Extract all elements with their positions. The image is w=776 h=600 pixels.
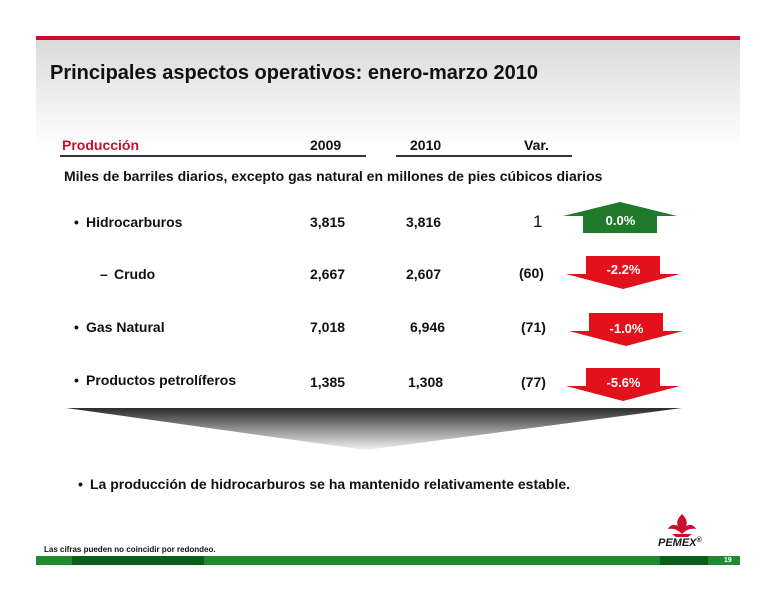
footer-bar: [36, 556, 740, 565]
down-arrow-icon: [569, 313, 683, 346]
row-label-productos-petroliferos: • Productos petrolíferos: [74, 372, 236, 388]
row-label-gas-natural: • Gas Natural: [74, 319, 165, 335]
row-label-text: Gas Natural: [86, 319, 165, 335]
variation-value: (71): [521, 319, 546, 335]
footer-accent: [660, 556, 708, 565]
value-2010: 1,308: [408, 374, 444, 390]
pemex-logo-mark: [654, 512, 710, 543]
header-2009: 2009: [310, 137, 342, 153]
header-production: Producción: [62, 137, 140, 153]
value-2010: 6,946: [410, 319, 446, 335]
header-gradient: [36, 40, 740, 150]
down-arrow-icon: [566, 368, 680, 401]
value-2009: 1,385: [310, 374, 346, 390]
row-label-text: Crudo: [114, 266, 156, 282]
change-badge-down: -1.0%: [569, 313, 684, 347]
bullet: •: [74, 319, 79, 335]
up-arrow-icon: [563, 202, 677, 233]
value-2009: 7,018: [310, 319, 346, 335]
value-2009: 3,815: [310, 214, 346, 230]
units-subtitle: Miles de barriles diarios, excepto gas n…: [64, 168, 603, 184]
header-2010: 2010: [410, 137, 442, 153]
change-percent: -2.2%: [606, 262, 641, 277]
change-percent: -5.6%: [606, 375, 641, 390]
bullet: •: [78, 476, 83, 492]
variation-value: 1: [533, 212, 543, 231]
conclusion-text: • La producción de hidrocarburos se ha ma…: [78, 476, 570, 492]
pemex-logo-text: PEMEX®: [658, 537, 702, 549]
slide-title: Principales aspectos operativos: enero-m…: [50, 62, 538, 84]
pemex-eagle-icon: [668, 514, 696, 537]
page-number: 19: [724, 557, 732, 564]
variation-value: (60): [519, 265, 544, 281]
header-underline: [60, 155, 366, 157]
row-label-text: Productos petrolíferos: [86, 372, 237, 388]
logo-wordmark: PEMEX: [658, 537, 697, 549]
variation-value: (77): [521, 374, 546, 390]
funnel-arrow-icon: [66, 408, 682, 450]
value-2010: 3,816: [406, 214, 442, 230]
bullet: •: [74, 372, 79, 388]
bullet: •: [74, 214, 79, 230]
header-underline: [396, 155, 572, 157]
down-arrow-icon: [566, 256, 680, 289]
value-2009: 2,667: [310, 266, 346, 282]
footnote: Las cifras pueden no coincidir por redon…: [44, 545, 216, 554]
conclusion-sentence: La producción de hidrocarburos se ha man…: [90, 476, 571, 492]
change-percent: -1.0%: [609, 321, 644, 336]
change-badge-up: 0.0%: [563, 202, 678, 234]
change-percent: 0.0%: [605, 213, 636, 228]
change-badge-down: -2.2%: [566, 256, 681, 290]
change-badge-down: -5.6%: [566, 368, 681, 402]
header-variation: Var.: [524, 137, 549, 153]
footer-accent: [72, 556, 204, 565]
summary-funnel-arrow: [66, 408, 682, 455]
value-2010: 2,607: [406, 266, 442, 282]
row-label-crudo: – Crudo: [100, 266, 155, 282]
top-red-line: [36, 36, 740, 40]
registered-mark: ®: [696, 537, 702, 544]
dash-bullet: –: [100, 266, 108, 282]
row-label-text: Hidrocarburos: [86, 214, 183, 230]
row-label-hidrocarburos: • Hidrocarburos: [74, 214, 182, 230]
